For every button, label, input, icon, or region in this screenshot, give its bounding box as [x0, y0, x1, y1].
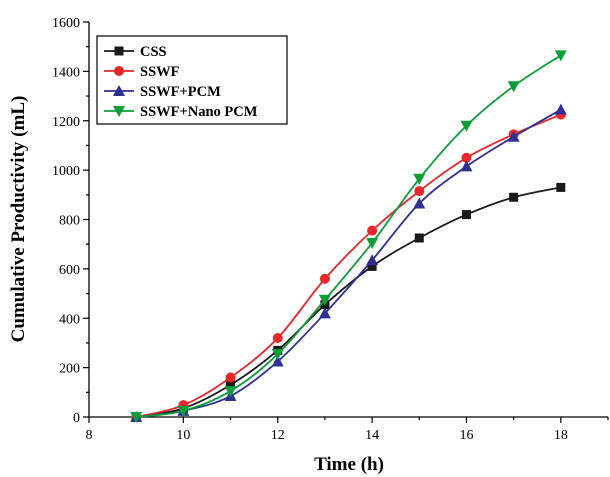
data-point-sswf-pcm [460, 160, 473, 172]
data-point-sswf-nano-pcm [271, 349, 284, 361]
legend-label: CSS [140, 44, 167, 60]
x-tick-label: 16 [459, 428, 473, 443]
data-point-css [414, 233, 424, 243]
legend-marker [114, 46, 124, 56]
series-line-sswf-nano-pcm [136, 54, 562, 418]
data-point-css [367, 261, 377, 271]
data-point-sswf-nano-pcm [554, 50, 567, 62]
data-point-css [461, 210, 471, 220]
legend-marker [113, 106, 125, 117]
data-point-sswf-nano-pcm [413, 173, 426, 185]
series-sswf [131, 109, 566, 422]
y-tick-label: 1600 [52, 16, 80, 31]
legend-label: SSWF [140, 64, 180, 80]
data-point-sswf [461, 152, 472, 163]
data-point-sswf-pcm [318, 307, 331, 319]
axes: 8 10 12 14 16 18 0 200 400 600 800 1000 1200 1400 1600 [52, 16, 609, 443]
y-tick-label: 1400 [52, 65, 80, 80]
series-line-sswf [135, 113, 562, 418]
x-tick-label: 14 [365, 428, 379, 443]
x-tick-label: 10 [176, 428, 190, 443]
data-point-css [509, 192, 519, 202]
data-point-sswf-nano-pcm [366, 237, 379, 249]
data-point-sswf-nano-pcm [318, 294, 331, 306]
data-point-sswf-nano-pcm [177, 405, 190, 417]
legend: CSS SSWF SSWF+PCM SSWF+Nano PCM [96, 35, 288, 125]
data-point-sswf-pcm [554, 103, 567, 115]
legend-item-sswf: SSWF [104, 64, 180, 80]
legend-label: SSWF+PCM [140, 84, 221, 100]
y-tick-label: 200 [59, 362, 80, 377]
y-tick-label: 1000 [52, 164, 80, 179]
series-sswf-pcm [130, 103, 567, 422]
data-point-sswf-nano-pcm [130, 412, 143, 423]
y-tick-label: 600 [59, 263, 80, 278]
legend-item-css: CSS [104, 44, 167, 60]
y-axis-title: Cumulative Productivity (mL) [8, 96, 29, 343]
series-line-sswf-pcm [136, 108, 562, 418]
y-tick-label: 400 [59, 312, 80, 327]
legend-label: SSWF+Nano PCM [140, 104, 258, 120]
legend-marker [113, 85, 125, 96]
data-point-sswf-pcm [413, 197, 426, 209]
legend-item-sswf-pcm: SSWF+PCM [104, 84, 221, 100]
x-tick-label: 18 [554, 428, 568, 443]
x-axis-title: Time (h) [314, 454, 384, 475]
legend-item-sswf-nano-pcm: SSWF+Nano PCM [104, 104, 258, 120]
data-point-sswf-pcm [507, 130, 520, 142]
data-point-sswf-nano-pcm [507, 81, 520, 93]
data-point-css [226, 380, 236, 390]
y-tick-label: 1200 [52, 115, 80, 130]
data-point-css [556, 182, 566, 192]
data-point-sswf [367, 225, 378, 236]
data-point-sswf-nano-pcm [224, 386, 237, 398]
y-tick-label: 0 [73, 411, 80, 426]
data-point-sswf [272, 333, 283, 343]
series-sswf-nano-pcm [130, 50, 567, 423]
data-point-sswf-nano-pcm [460, 120, 473, 132]
y-tick-label: 800 [59, 214, 80, 229]
data-point-sswf [414, 186, 425, 197]
series-line-css [136, 186, 562, 418]
data-point-sswf-pcm [271, 355, 284, 367]
data-point-sswf-pcm [366, 254, 379, 266]
data-point-sswf [225, 372, 236, 383]
data-point-sswf [319, 273, 330, 284]
series-layer [130, 50, 567, 423]
x-tick-label: 12 [271, 428, 285, 443]
series-css [131, 182, 566, 422]
x-tick-label: 8 [86, 428, 93, 443]
legend-marker [114, 66, 124, 76]
